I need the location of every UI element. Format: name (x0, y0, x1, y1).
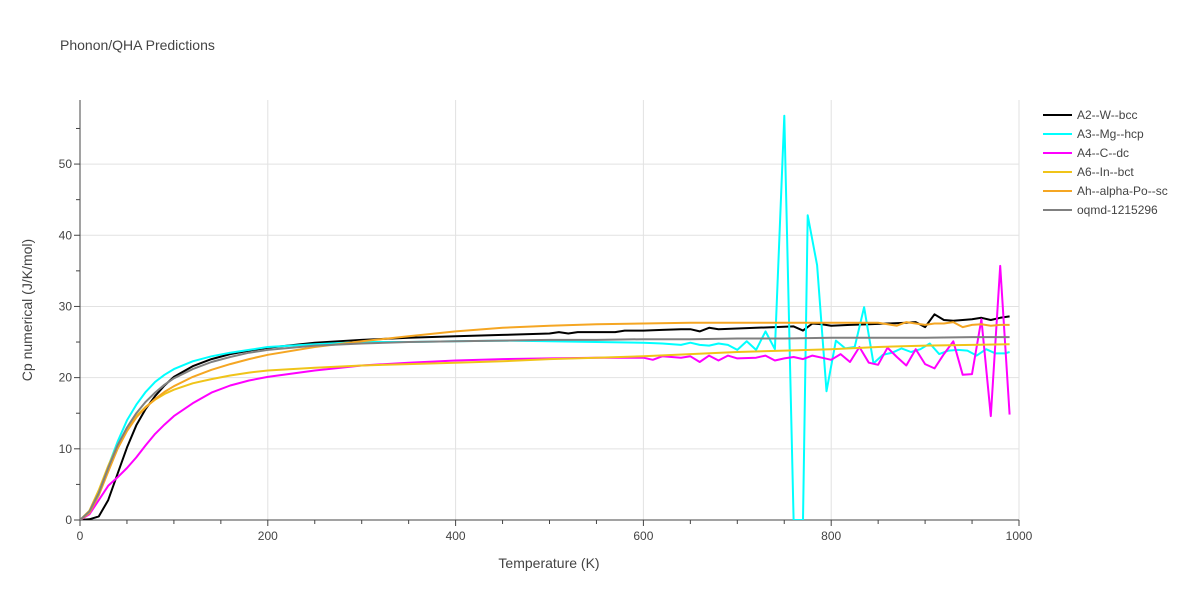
x-tick-label: 200 (258, 529, 278, 543)
legend-item[interactable]: Ah--alpha-Po--sc (1043, 184, 1168, 198)
series-line-5 (80, 321, 1010, 520)
series-line-3 (80, 264, 1011, 520)
y-tick-label: 50 (59, 157, 73, 171)
chart-title: Phonon/QHA Predictions (60, 37, 215, 53)
legend-label: A4--C--dc (1077, 146, 1129, 160)
grid-layer (80, 100, 1020, 520)
y-tick-label: 0 (65, 513, 72, 527)
legend-label: oqmd-1215296 (1077, 203, 1158, 217)
legend-item[interactable]: A3--Mg--hcp (1043, 127, 1144, 141)
series-layer (80, 114, 1011, 520)
legend-label: A2--W--bcc (1077, 108, 1137, 122)
y-tick-label: 30 (59, 299, 73, 313)
x-tick-label: 600 (633, 529, 653, 543)
legend-item[interactable]: oqmd-1215296 (1043, 203, 1158, 217)
x-tick-label: 800 (821, 529, 841, 543)
x-axis-title: Temperature (K) (498, 555, 599, 571)
legend-label: Ah--alpha-Po--sc (1077, 184, 1168, 198)
series-line-2 (80, 114, 1010, 520)
legend-item[interactable]: A6--In--bct (1043, 165, 1134, 179)
y-tick-label: 20 (59, 371, 73, 385)
y-tick-label: 10 (59, 442, 73, 456)
legend-item[interactable]: A4--C--dc (1043, 146, 1129, 160)
x-tick-label: 400 (446, 529, 466, 543)
legend-label: A6--In--bct (1077, 165, 1134, 179)
y-tick-label: 40 (59, 228, 73, 242)
y-axis-title: Cp numerical (J/K/mol) (19, 239, 35, 381)
legend-label: A3--Mg--hcp (1077, 127, 1144, 141)
legend: A2--W--bcc A3--Mg--hcp A4--C--dc A6--In--bc… (1043, 108, 1168, 217)
legend-item[interactable]: A2--W--bcc (1043, 108, 1137, 122)
x-tick-label: 0 (77, 529, 84, 543)
x-tick-label: 1000 (1006, 529, 1033, 543)
series-line-6 (80, 336, 1010, 520)
axis-layer: 0 200 400 600 800 1000 0 10 20 30 40 50 (59, 100, 1033, 543)
